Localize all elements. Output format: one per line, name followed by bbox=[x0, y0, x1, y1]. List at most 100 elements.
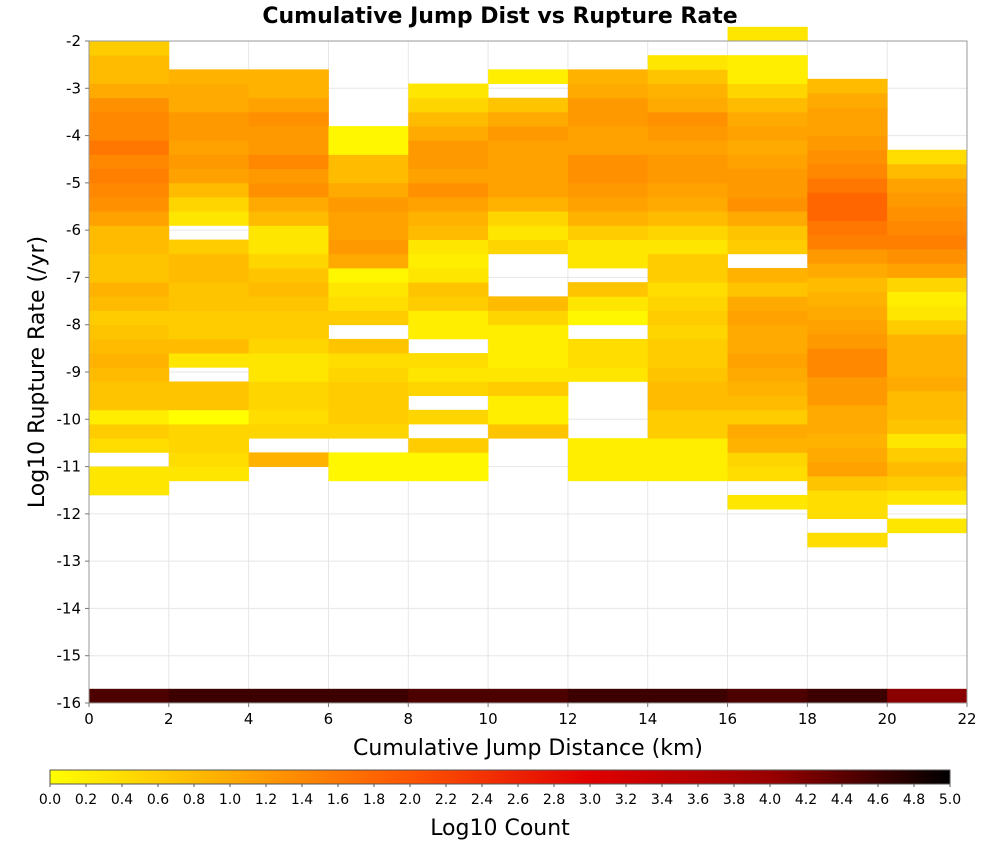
heatmap-cell bbox=[727, 466, 808, 482]
heatmap-cell bbox=[727, 324, 808, 340]
heatmap-cell bbox=[328, 282, 409, 297]
heatmap-cell bbox=[248, 409, 329, 425]
heatmap-cell bbox=[89, 182, 170, 198]
heatmap-cell bbox=[328, 452, 409, 467]
heatmap-cell bbox=[727, 126, 808, 141]
x-tick-label: 20 bbox=[878, 710, 897, 728]
heatmap-cell bbox=[807, 390, 888, 406]
heatmap-cell bbox=[807, 206, 888, 222]
heatmap-cell bbox=[727, 282, 808, 297]
heatmap-cell bbox=[807, 433, 888, 449]
heatmap-cell bbox=[248, 338, 329, 354]
heatmap-cell bbox=[807, 135, 888, 151]
heatmap-cell bbox=[727, 424, 808, 439]
heatmap-cell bbox=[887, 405, 968, 420]
heatmap-cell bbox=[887, 178, 968, 193]
heatmap-cell bbox=[647, 438, 728, 453]
heatmap-cell bbox=[168, 324, 250, 340]
heatmap-cell bbox=[567, 111, 649, 127]
heatmap-cell bbox=[89, 353, 170, 368]
heatmap-cell bbox=[328, 338, 409, 354]
heatmap-cell bbox=[807, 305, 888, 321]
heatmap-cell bbox=[647, 395, 728, 411]
heatmap-cell bbox=[408, 353, 489, 368]
heatmap-cell bbox=[727, 409, 808, 425]
heatmap-cell bbox=[168, 452, 250, 467]
heatmap-cell bbox=[488, 338, 569, 354]
heatmap-cell bbox=[567, 466, 649, 482]
x-axis-ticks: 0 2 4 6 8 10 12 14 16 18 20 22 bbox=[84, 703, 977, 728]
heatmap-cell bbox=[567, 97, 649, 113]
heatmap-cell bbox=[887, 376, 968, 392]
y-tick-label: -13 bbox=[57, 552, 82, 570]
heatmap-cell bbox=[248, 239, 329, 255]
heatmap-cell bbox=[248, 381, 329, 397]
heatmap-cell bbox=[647, 282, 728, 297]
heatmap-cell bbox=[248, 83, 329, 99]
heatmap-cell bbox=[807, 149, 888, 165]
colorbar-tick-label: 3.4 bbox=[651, 792, 673, 808]
heatmap-cell bbox=[567, 310, 649, 326]
heatmap-cell bbox=[89, 69, 170, 84]
heatmap-cell bbox=[89, 282, 170, 297]
heatmap-cell bbox=[887, 249, 968, 264]
colorbar-tick-label: 1.4 bbox=[291, 792, 313, 808]
heatmap-cell bbox=[408, 197, 489, 212]
heatmap-cell bbox=[727, 353, 808, 368]
heatmap-cell bbox=[328, 466, 409, 482]
heatmap-cell bbox=[887, 263, 968, 278]
heatmap-cell bbox=[248, 310, 329, 326]
heatmap-cell bbox=[89, 168, 170, 184]
heatmap-cell bbox=[567, 83, 649, 99]
heatmap-cell bbox=[727, 83, 808, 99]
heatmap-cell bbox=[727, 140, 808, 155]
heatmap-cell bbox=[807, 476, 888, 491]
heatmap-cell bbox=[647, 324, 728, 340]
heatmap-cell bbox=[647, 197, 728, 212]
heatmap-cell bbox=[248, 111, 329, 127]
heatmap-cell bbox=[328, 367, 409, 382]
heatmap-cell bbox=[328, 353, 409, 368]
colorbar-tick-label: 4.2 bbox=[795, 792, 817, 808]
heatmap-cell bbox=[727, 296, 808, 311]
heatmap-cell bbox=[647, 69, 728, 84]
heatmap-cell bbox=[887, 348, 968, 363]
heatmap-cell bbox=[168, 111, 250, 127]
heatmap-cell bbox=[567, 253, 649, 269]
heatmap-cell bbox=[328, 140, 409, 155]
x-tick-label: 16 bbox=[718, 710, 737, 728]
heatmap-cell bbox=[567, 367, 649, 382]
heatmap-cell bbox=[168, 239, 250, 255]
heatmap-cell bbox=[647, 182, 728, 198]
heatmap-cell bbox=[727, 381, 808, 397]
colorbar-tick-label: 2.8 bbox=[543, 792, 565, 808]
heatmap-cell bbox=[488, 197, 569, 212]
heatmap-cell bbox=[328, 154, 409, 170]
heatmap-cell bbox=[408, 282, 489, 297]
colorbar-tick-label: 0.8 bbox=[183, 792, 205, 808]
heatmap-cell bbox=[168, 182, 250, 198]
heatmap-cell bbox=[248, 253, 329, 269]
heatmap-cell bbox=[807, 220, 888, 236]
heatmap-cell bbox=[248, 424, 329, 439]
heatmap-cell bbox=[89, 126, 170, 141]
heatmap-cell bbox=[168, 282, 250, 297]
heatmap-cell bbox=[727, 267, 808, 283]
heatmap-cell bbox=[567, 239, 649, 255]
heatmap-cell bbox=[248, 367, 329, 382]
heatmap-cell bbox=[89, 197, 170, 212]
heatmap-cell bbox=[567, 211, 649, 226]
heatmap-cell bbox=[567, 154, 649, 170]
heatmap-cell bbox=[807, 163, 888, 179]
heatmap-cell bbox=[248, 296, 329, 311]
heatmap-cell bbox=[328, 239, 409, 255]
heatmap-cell bbox=[647, 83, 728, 99]
heatmap-cell bbox=[807, 688, 888, 703]
heatmap-cell bbox=[488, 154, 569, 170]
colorbar-tick-label: 3.2 bbox=[615, 792, 637, 808]
heatmap-cell bbox=[807, 263, 888, 278]
heatmap-cell bbox=[887, 447, 968, 463]
heatmap-cell bbox=[488, 381, 569, 397]
heatmap-cell bbox=[727, 111, 808, 127]
heatmap-cell bbox=[328, 182, 409, 198]
